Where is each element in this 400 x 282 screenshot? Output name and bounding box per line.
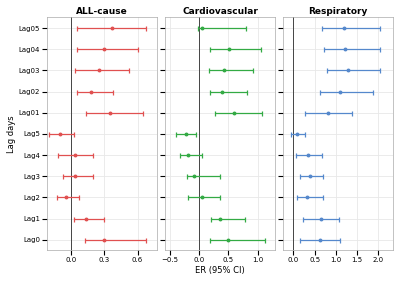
Title: ALL-cause: ALL-cause: [76, 7, 128, 16]
Title: Cardiovascular: Cardiovascular: [182, 7, 258, 16]
X-axis label: ER (95% CI): ER (95% CI): [195, 266, 245, 275]
Title: Respiratory: Respiratory: [308, 7, 368, 16]
Y-axis label: Lag days: Lag days: [7, 115, 16, 153]
